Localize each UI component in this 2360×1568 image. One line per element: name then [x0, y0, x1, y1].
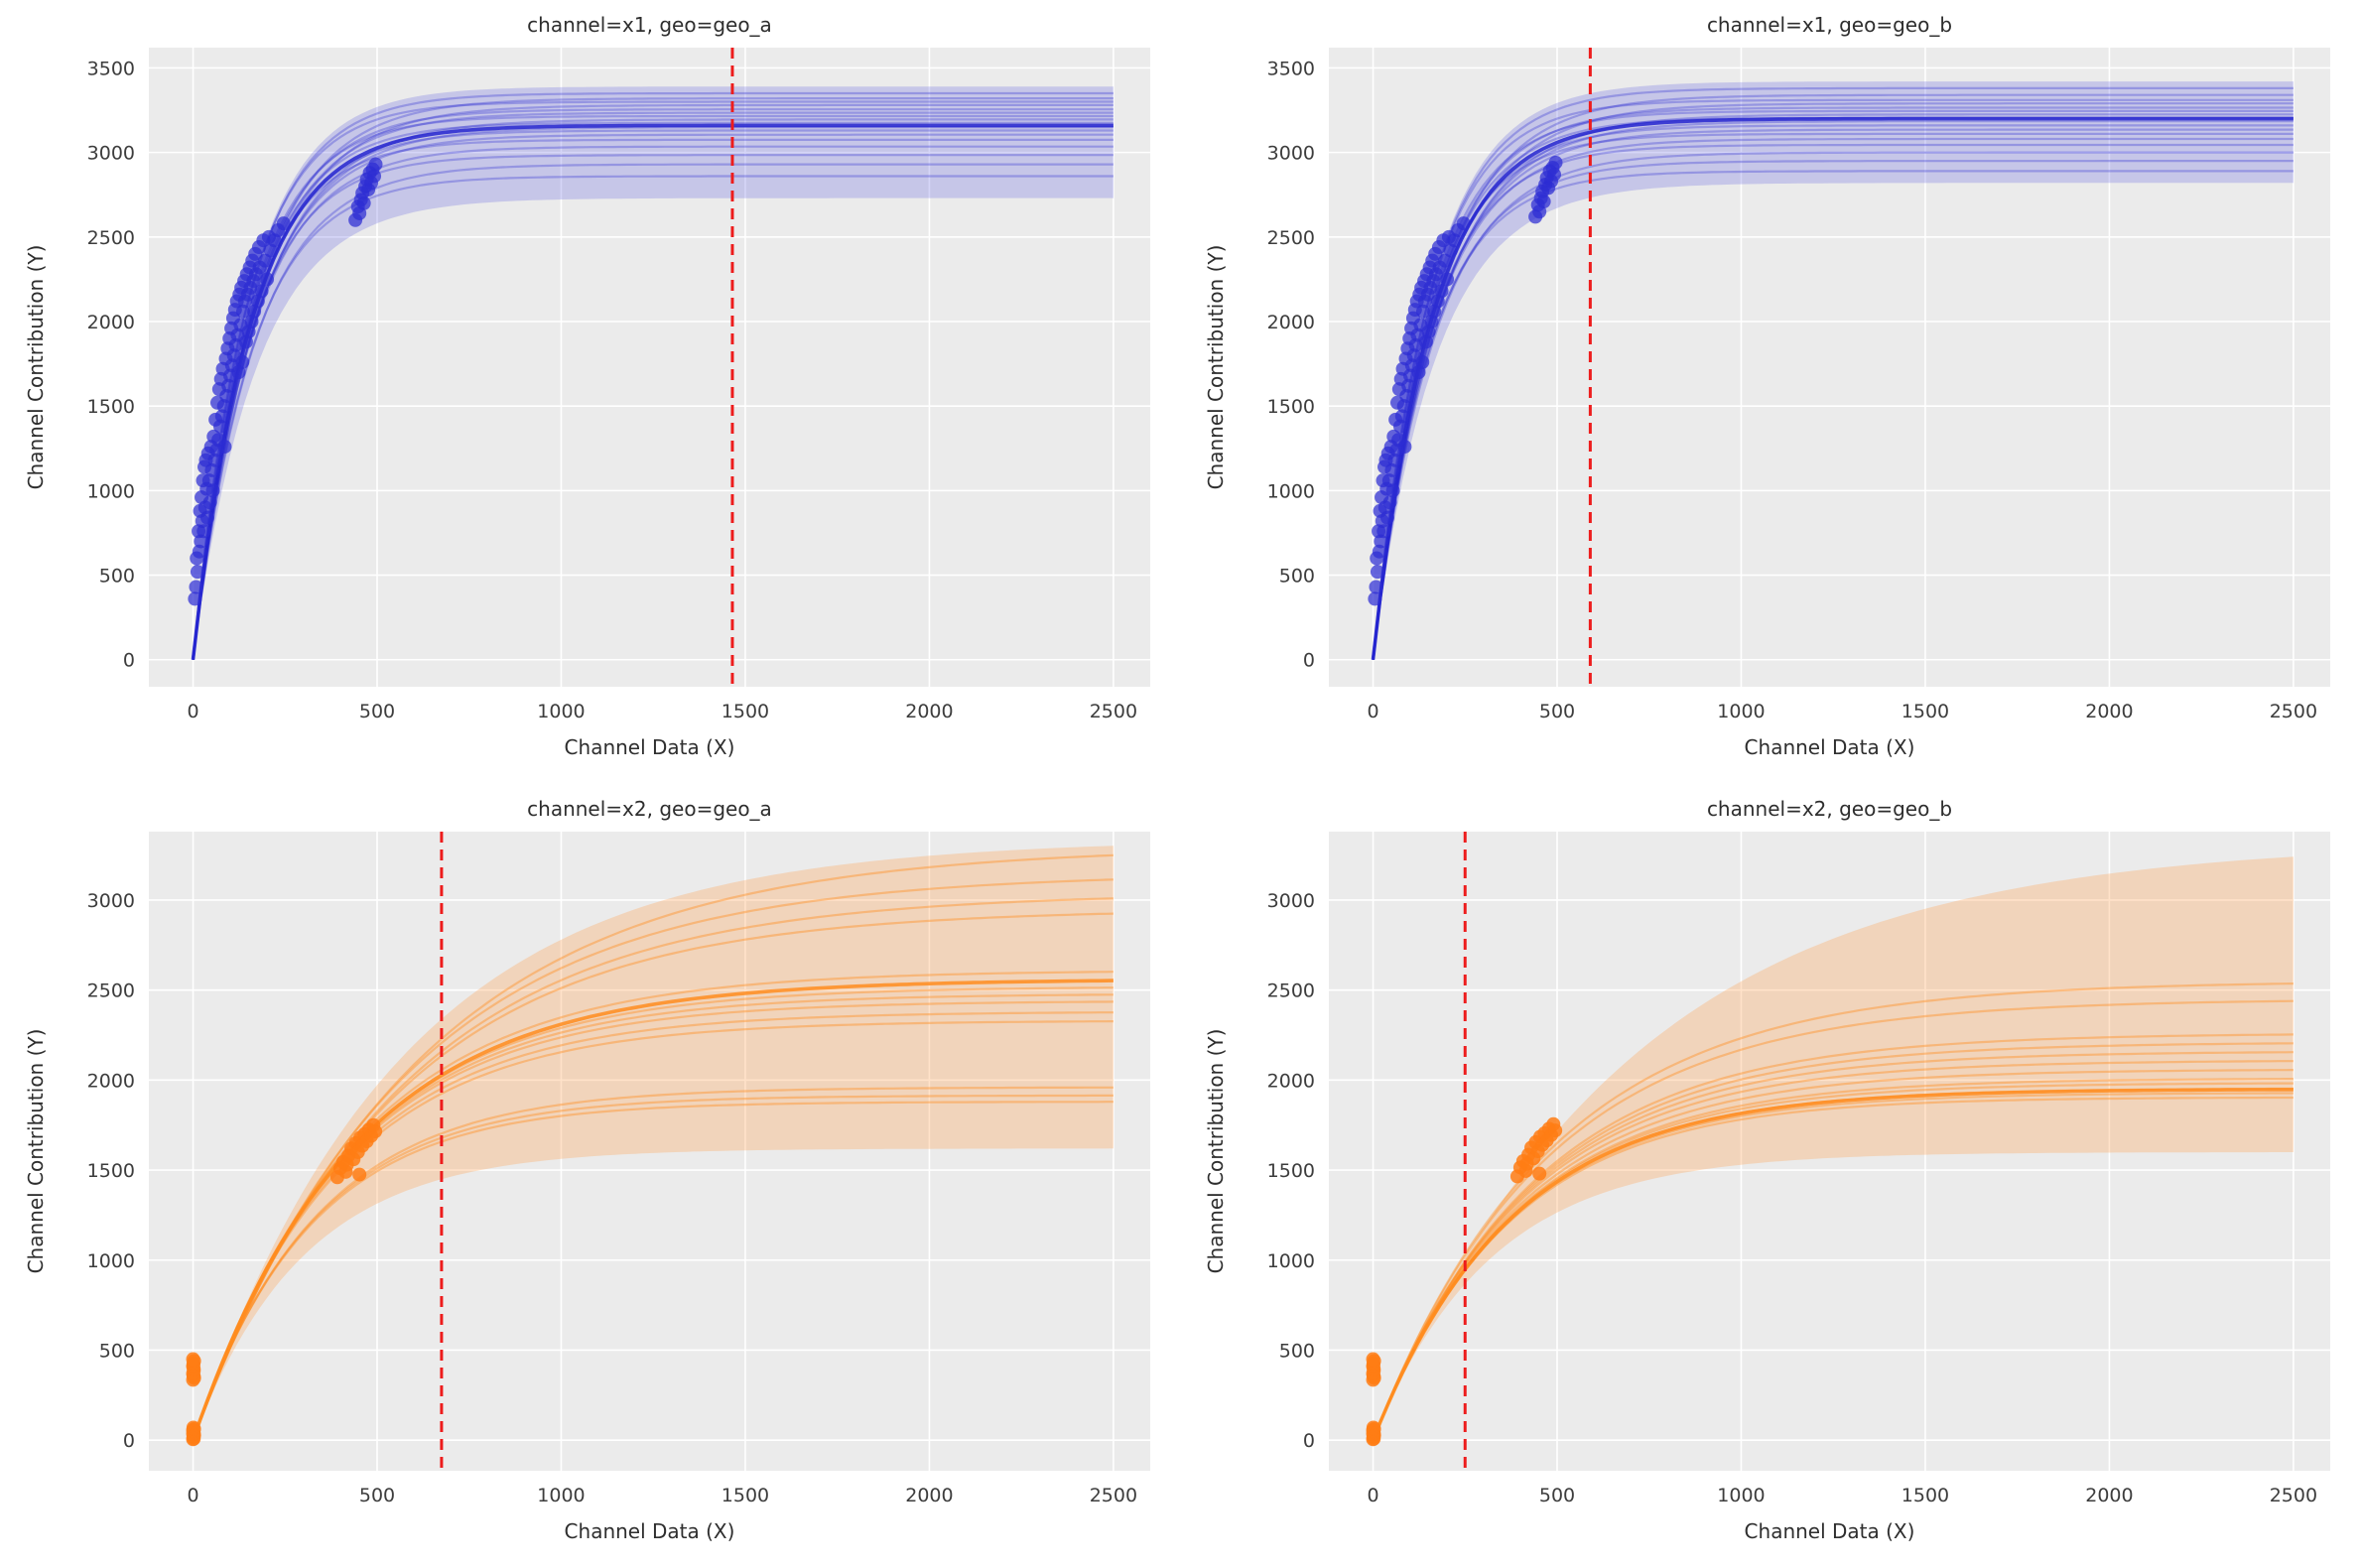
svg-text:500: 500: [1279, 1340, 1315, 1362]
svg-text:500: 500: [1539, 1485, 1575, 1506]
svg-text:1000: 1000: [537, 1485, 585, 1506]
svg-text:1000: 1000: [87, 480, 135, 502]
svg-text:3500: 3500: [1267, 58, 1315, 79]
svg-text:2000: 2000: [1267, 312, 1315, 333]
x-axis-label: Channel Data (X): [1744, 1519, 1915, 1543]
svg-text:1500: 1500: [721, 701, 769, 722]
y-axis-label: Channel Contribution (Y): [1204, 1028, 1228, 1274]
svg-text:2500: 2500: [1267, 227, 1315, 249]
plot-canvas-x1-geo-b: 0 500 1000 1500 2000 2500 0 500 1000 1500 2000 2500…: [1267, 48, 2330, 722]
svg-text:0: 0: [1303, 650, 1315, 672]
svg-text:0: 0: [123, 1430, 135, 1452]
plot-canvas-x2-geo-b: 0 500 1000 1500 2000 2500 0 500 1000 1500 2000 2500…: [1267, 832, 2330, 1506]
subplot-x1-geo-a: 0 500 1000 1500 2000 2500 0 500 1000 1500 2000 2500…: [0, 0, 1180, 784]
y-axis-label: Channel Contribution (Y): [1204, 244, 1228, 490]
svg-text:2000: 2000: [2085, 701, 2133, 722]
svg-text:500: 500: [1279, 566, 1315, 588]
svg-text:2500: 2500: [1267, 980, 1315, 1002]
svg-text:3000: 3000: [87, 890, 135, 912]
svg-text:2000: 2000: [87, 312, 135, 333]
svg-text:2500: 2500: [1090, 1485, 1137, 1506]
chart-title: channel=x1, geo=geo_a: [527, 13, 772, 37]
svg-text:1500: 1500: [1901, 1485, 1949, 1506]
svg-text:1000: 1000: [1267, 1250, 1315, 1272]
plot-canvas-x2-geo-a: 0 500 1000 1500 2000 2500 0 500 1000 1500 2000 2500…: [87, 832, 1150, 1506]
svg-text:2000: 2000: [1267, 1070, 1315, 1092]
x-axis-label: Channel Data (X): [564, 735, 735, 759]
chart-title: channel=x1, geo=geo_b: [1706, 13, 1953, 37]
svg-text:2000: 2000: [905, 1485, 953, 1506]
svg-text:2000: 2000: [87, 1070, 135, 1092]
svg-text:0: 0: [187, 701, 198, 722]
svg-text:500: 500: [359, 1485, 395, 1506]
svg-text:2500: 2500: [2270, 701, 2317, 722]
svg-text:1000: 1000: [1267, 480, 1315, 502]
svg-text:2500: 2500: [1090, 701, 1137, 722]
svg-text:500: 500: [359, 701, 395, 722]
svg-text:2000: 2000: [905, 701, 953, 722]
svg-text:2000: 2000: [2085, 1485, 2133, 1506]
svg-text:1000: 1000: [1717, 1485, 1765, 1506]
svg-text:3000: 3000: [1267, 143, 1315, 165]
svg-text:3000: 3000: [87, 143, 135, 165]
svg-text:1500: 1500: [87, 396, 135, 418]
subplot-x2-geo-b: 0 500 1000 1500 2000 2500 0 500 1000 1500 2000 2500…: [1180, 784, 2360, 1568]
svg-text:1000: 1000: [87, 1250, 135, 1272]
svg-text:1500: 1500: [721, 1485, 769, 1506]
svg-text:2500: 2500: [2270, 1485, 2317, 1506]
svg-text:0: 0: [1367, 701, 1378, 722]
plot-canvas-x1-geo-a: 0 500 1000 1500 2000 2500 0 500 1000 1500 2000 2500…: [87, 48, 1150, 722]
svg-text:1500: 1500: [87, 1160, 135, 1182]
svg-text:1500: 1500: [1267, 396, 1315, 418]
x-axis-label: Channel Data (X): [564, 1519, 735, 1543]
svg-text:1500: 1500: [1901, 701, 1949, 722]
svg-text:2500: 2500: [87, 980, 135, 1002]
svg-text:3000: 3000: [1267, 890, 1315, 912]
subplot-x1-geo-b: 0 500 1000 1500 2000 2500 0 500 1000 1500 2000 2500…: [1180, 0, 2360, 784]
svg-text:1500: 1500: [1267, 1160, 1315, 1182]
svg-text:0: 0: [187, 1485, 198, 1506]
svg-text:0: 0: [1303, 1430, 1315, 1452]
svg-text:0: 0: [1367, 1485, 1378, 1506]
subplot-x2-geo-a: 0 500 1000 1500 2000 2500 0 500 1000 1500 2000 2500…: [0, 784, 1180, 1568]
svg-text:500: 500: [99, 566, 135, 588]
chart-title: channel=x2, geo=geo_a: [527, 797, 772, 821]
y-axis-label: Channel Contribution (Y): [24, 1028, 48, 1274]
chart-title: channel=x2, geo=geo_b: [1706, 797, 1953, 821]
x-axis-label: Channel Data (X): [1744, 735, 1915, 759]
y-axis-label: Channel Contribution (Y): [24, 244, 48, 490]
svg-text:500: 500: [99, 1340, 135, 1362]
svg-text:1000: 1000: [537, 701, 585, 722]
svg-text:0: 0: [123, 650, 135, 672]
svg-text:3500: 3500: [87, 58, 135, 79]
svg-text:500: 500: [1539, 701, 1575, 722]
svg-text:1000: 1000: [1717, 701, 1765, 722]
svg-text:2500: 2500: [87, 227, 135, 249]
